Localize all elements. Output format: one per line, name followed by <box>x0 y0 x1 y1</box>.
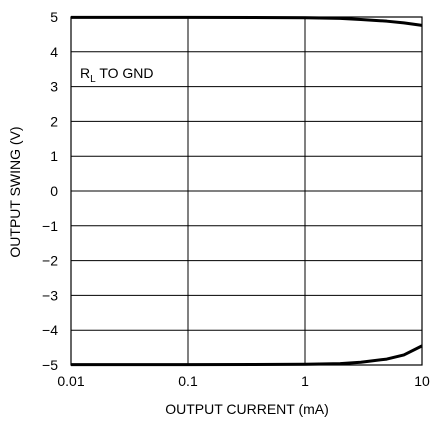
y-axis-label: OUTPUT SWING (V) <box>7 126 23 257</box>
y-tick-label: −1 <box>42 218 58 234</box>
y-tick-label: 2 <box>50 113 58 129</box>
y-tick-labels: 5 4 3 2 1 0 −1 −2 −3 −4 −5 <box>42 9 58 373</box>
series-line-positive-swing <box>71 15 423 27</box>
x-axis-label: OUTPUT CURRENT (mA) <box>165 401 329 417</box>
annotation-rest: TO GND <box>96 65 154 81</box>
y-tick-label: −3 <box>42 287 58 303</box>
y-tick-label: −5 <box>42 357 58 373</box>
x-tick-labels: 0.01 0.1 1 10 <box>57 373 430 389</box>
series-group <box>71 15 423 367</box>
y-tick-label: −4 <box>42 322 58 338</box>
x-tick-label: 10 <box>414 373 430 389</box>
y-tick-label: 3 <box>50 79 58 95</box>
y-tick-label: 4 <box>50 44 58 60</box>
x-tick-label: 0.01 <box>57 373 84 389</box>
annotation-main: R <box>80 65 90 81</box>
y-tick-label: 5 <box>50 9 58 25</box>
y-tick-label: 0 <box>50 183 58 199</box>
annotation-rl-to-gnd: RL TO GND <box>80 65 154 85</box>
y-tick-label: −2 <box>42 253 58 269</box>
series-line-negative-swing <box>71 344 423 367</box>
annotation-subscript: L <box>90 74 96 85</box>
y-tick-label: 1 <box>50 148 58 164</box>
x-tick-label: 1 <box>301 373 309 389</box>
x-tick-label: 0.1 <box>178 373 198 389</box>
